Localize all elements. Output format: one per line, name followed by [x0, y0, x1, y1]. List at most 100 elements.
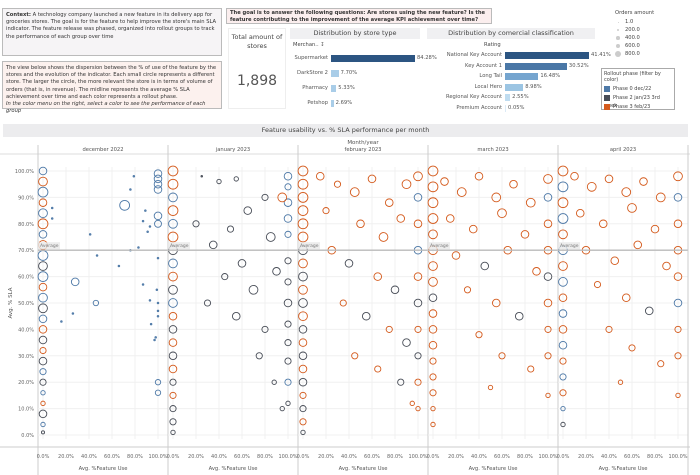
store-point[interactable]: [132, 175, 136, 178]
bar[interactable]: [331, 100, 334, 107]
store-point[interactable]: [559, 373, 567, 381]
store-point[interactable]: [216, 178, 222, 185]
store-point[interactable]: [430, 421, 436, 428]
store-point[interactable]: [297, 165, 309, 177]
store-point[interactable]: [390, 285, 400, 295]
store-point[interactable]: [429, 373, 437, 381]
store-point[interactable]: [192, 220, 200, 228]
store-point[interactable]: [284, 339, 292, 347]
store-point[interactable]: [655, 192, 666, 203]
store-point[interactable]: [38, 409, 48, 419]
store-point[interactable]: [560, 405, 566, 412]
store-point[interactable]: [298, 364, 308, 374]
store-point[interactable]: [156, 256, 160, 260]
store-point[interactable]: [409, 400, 415, 406]
store-point[interactable]: [38, 230, 48, 239]
store-point[interactable]: [430, 405, 436, 412]
store-point[interactable]: [621, 293, 631, 302]
store-point[interactable]: [397, 378, 405, 386]
store-point[interactable]: [38, 335, 48, 345]
store-point[interactable]: [545, 392, 551, 399]
store-point[interactable]: [40, 421, 46, 428]
store-point[interactable]: [560, 421, 566, 428]
store-point[interactable]: [137, 246, 140, 249]
store-point[interactable]: [285, 400, 291, 406]
store-point[interactable]: [333, 180, 342, 188]
store-point[interactable]: [144, 209, 147, 212]
store-point[interactable]: [50, 206, 54, 210]
store-point[interactable]: [95, 254, 99, 257]
store-point[interactable]: [203, 299, 212, 307]
store-point[interactable]: [148, 225, 152, 228]
store-point[interactable]: [271, 379, 277, 385]
store-point[interactable]: [298, 298, 308, 308]
bar[interactable]: [505, 73, 539, 80]
store-point[interactable]: [38, 208, 48, 219]
store-point[interactable]: [299, 418, 307, 426]
store-point[interactable]: [117, 264, 121, 268]
store-point[interactable]: [283, 214, 293, 223]
store-point[interactable]: [428, 277, 438, 287]
store-point[interactable]: [283, 198, 293, 207]
store-point[interactable]: [38, 303, 48, 314]
store-point[interactable]: [265, 232, 276, 242]
store-point[interactable]: [445, 214, 455, 223]
store-point[interactable]: [558, 309, 568, 318]
store-point[interactable]: [414, 325, 422, 333]
store-point[interactable]: [475, 331, 483, 339]
store-point[interactable]: [413, 193, 423, 202]
store-point[interactable]: [559, 357, 567, 365]
bar-row[interactable]: Pharmacy 5.33%: [290, 84, 420, 92]
store-point[interactable]: [428, 309, 438, 318]
color-legend-item[interactable]: Phase 0 dec/22: [604, 85, 672, 93]
bar[interactable]: [505, 52, 589, 59]
bar[interactable]: [505, 83, 524, 91]
store-point[interactable]: [297, 192, 309, 203]
store-point[interactable]: [237, 259, 247, 268]
store-point[interactable]: [284, 278, 292, 286]
store-point[interactable]: [38, 314, 48, 324]
store-point[interactable]: [428, 325, 438, 334]
store-point[interactable]: [351, 352, 359, 360]
store-point[interactable]: [428, 261, 438, 271]
store-point[interactable]: [673, 171, 683, 182]
store-point[interactable]: [543, 193, 553, 202]
store-point[interactable]: [378, 232, 389, 242]
bar-row[interactable]: Regional Key Account 2.55%: [427, 93, 595, 101]
store-point[interactable]: [413, 272, 423, 281]
store-point[interactable]: [168, 218, 178, 229]
store-point[interactable]: [38, 198, 48, 207]
store-point[interactable]: [284, 357, 292, 365]
store-point[interactable]: [644, 306, 654, 316]
store-point[interactable]: [167, 231, 179, 243]
bar-row[interactable]: DarkStore 2 7.70%: [290, 69, 420, 77]
store-point[interactable]: [532, 267, 541, 276]
store-point[interactable]: [40, 390, 46, 396]
bar[interactable]: [331, 70, 339, 77]
store-point[interactable]: [384, 198, 394, 207]
store-point[interactable]: [167, 165, 179, 177]
store-point[interactable]: [557, 213, 569, 224]
store-point[interactable]: [298, 377, 308, 387]
store-point[interactable]: [40, 400, 46, 406]
store-point[interactable]: [129, 188, 132, 191]
store-point[interactable]: [298, 311, 308, 322]
store-point[interactable]: [200, 175, 203, 178]
store-point[interactable]: [168, 351, 178, 361]
store-point[interactable]: [673, 219, 683, 229]
store-point[interactable]: [168, 364, 178, 374]
bar[interactable]: [331, 55, 415, 62]
store-point[interactable]: [557, 165, 569, 177]
store-point[interactable]: [344, 259, 354, 268]
store-point[interactable]: [480, 261, 490, 271]
store-point[interactable]: [674, 325, 682, 333]
bar-row[interactable]: National Key Account 41.41%: [427, 51, 611, 59]
store-point[interactable]: [491, 298, 501, 308]
store-point[interactable]: [298, 325, 308, 334]
store-point[interactable]: [141, 219, 145, 223]
store-point[interactable]: [593, 280, 602, 289]
store-point[interactable]: [657, 360, 665, 368]
store-point[interactable]: [428, 293, 438, 302]
bar-row[interactable]: Long Tail 16.48%: [427, 72, 595, 80]
store-point[interactable]: [169, 378, 177, 386]
